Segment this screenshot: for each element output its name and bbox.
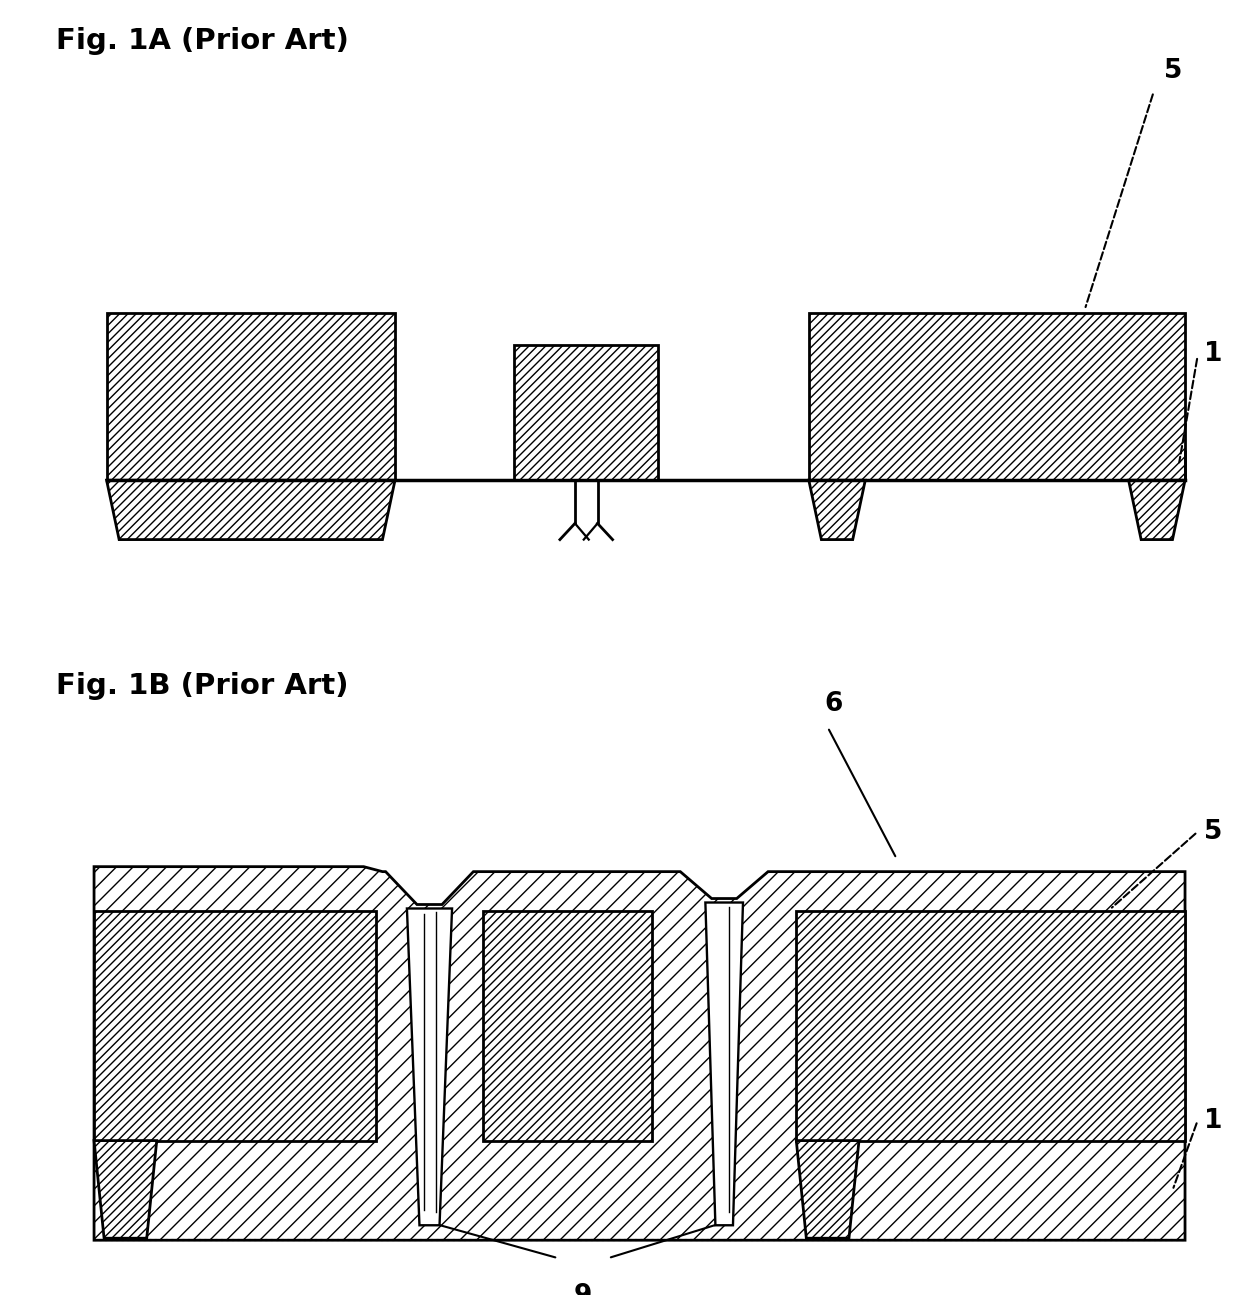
Polygon shape (94, 866, 1185, 1241)
Text: Fig. 1B (Prior Art): Fig. 1B (Prior Art) (56, 672, 349, 701)
Polygon shape (107, 480, 395, 540)
Bar (796, 912, 1185, 1141)
Bar (94, 912, 376, 1141)
Bar (107, 313, 395, 480)
Text: 5: 5 (1204, 818, 1223, 844)
Polygon shape (94, 1141, 157, 1238)
Bar (107, 313, 395, 480)
Bar (94, 912, 376, 1141)
Polygon shape (796, 1141, 859, 1238)
Bar (809, 313, 1185, 480)
Text: 1: 1 (1204, 341, 1223, 366)
Bar (483, 912, 652, 1141)
Text: 9: 9 (574, 1283, 592, 1295)
Polygon shape (406, 909, 451, 1225)
Bar (809, 313, 1185, 480)
Bar (514, 346, 658, 480)
Text: 6: 6 (825, 692, 843, 717)
Text: Fig. 1A (Prior Art): Fig. 1A (Prior Art) (56, 27, 350, 54)
Bar (514, 346, 658, 480)
Polygon shape (705, 903, 744, 1225)
Text: 1: 1 (1204, 1107, 1223, 1133)
Bar (796, 912, 1185, 1141)
Text: 5: 5 (1164, 58, 1183, 84)
Polygon shape (809, 480, 865, 540)
Polygon shape (1129, 480, 1185, 540)
Bar (483, 912, 652, 1141)
